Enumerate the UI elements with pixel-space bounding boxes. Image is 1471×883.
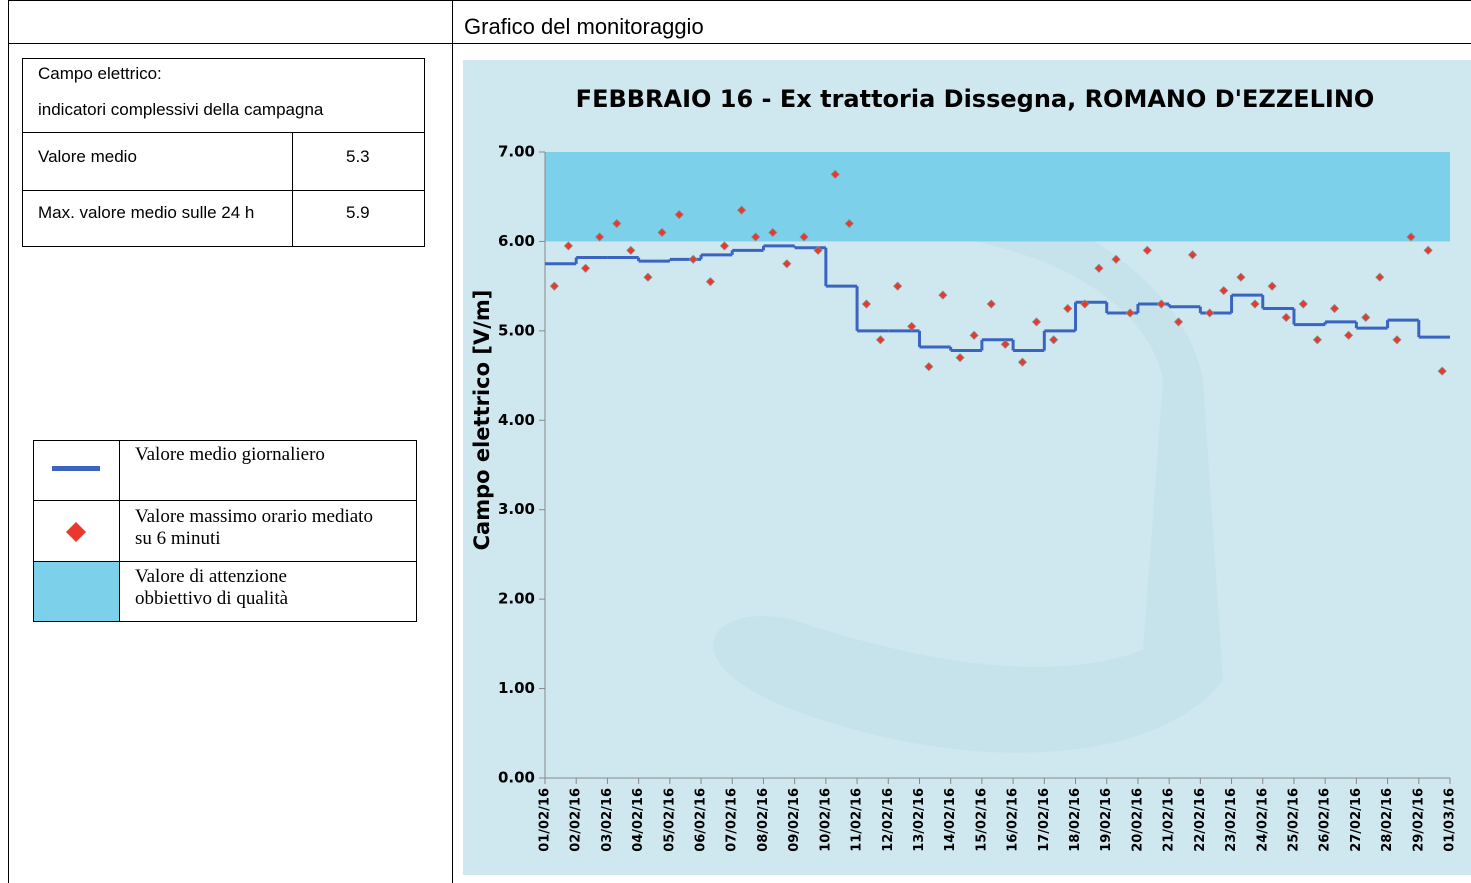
x-tick-label: 02/02/16 <box>569 788 584 852</box>
x-tick-label: 25/02/16 <box>1286 788 1301 852</box>
x-tick-label: 23/02/16 <box>1224 788 1239 852</box>
y-tick-label: 4.00 <box>498 411 535 429</box>
table-cell: Valore medio <box>38 147 137 167</box>
x-tick-label: 19/02/16 <box>1099 788 1114 852</box>
x-tick-label: 21/02/16 <box>1162 788 1177 852</box>
y-tick-label: 0.00 <box>498 769 535 787</box>
x-tick-label: 05/02/16 <box>662 788 677 852</box>
legend-line <box>33 440 417 441</box>
y-tick-label: 1.00 <box>498 679 535 697</box>
x-tick-label: 24/02/16 <box>1255 788 1270 852</box>
chart: FEBBRAIO 16 - Ex trattoria Dissegna, ROM… <box>463 60 1471 875</box>
y-tick-label: 7.00 <box>498 143 535 161</box>
legend-swatch <box>64 520 88 544</box>
x-tick-label: 16/02/16 <box>1006 788 1021 852</box>
table-subheading: indicatori complessivi della campagna <box>38 100 323 120</box>
legend-line <box>119 440 120 622</box>
x-tick-label: 29/02/16 <box>1411 788 1426 852</box>
section-title: Grafico del monitoraggio <box>464 14 704 40</box>
table-line <box>292 132 293 247</box>
legend-label: Valore di attenzione obbiettivo di quali… <box>135 566 335 610</box>
table-line <box>22 190 425 191</box>
legend-swatch <box>52 466 100 471</box>
x-tick-label: 04/02/16 <box>631 788 646 852</box>
legend-label: Valore massimo orario mediato su 6 minut… <box>135 506 375 550</box>
legend-line <box>416 440 417 622</box>
table-cell: 5.9 <box>346 203 370 223</box>
table-cell: 5.3 <box>346 147 370 167</box>
x-tick-label: 20/02/16 <box>1130 788 1145 852</box>
legend-diamond <box>66 522 86 542</box>
x-tick-label: 01/03/16 <box>1443 788 1458 852</box>
table-line <box>424 58 425 247</box>
x-tick-label: 09/02/16 <box>787 788 802 852</box>
x-tick-label: 01/02/16 <box>538 788 553 852</box>
page: Grafico del monitoraggio Campo elettrico… <box>0 0 1471 883</box>
x-tick-label: 15/02/16 <box>974 788 989 852</box>
x-tick-label: 11/02/16 <box>850 788 865 852</box>
table-line <box>22 58 425 59</box>
table-line <box>22 246 425 247</box>
legend-label: Valore medio giornaliero <box>135 444 405 466</box>
y-tick-label: 5.00 <box>498 321 535 339</box>
table-cell: Max. valore medio sulle 24 h <box>38 203 254 223</box>
x-tick-label: 03/02/16 <box>600 788 615 852</box>
x-tick-label: 18/02/16 <box>1068 788 1083 852</box>
x-tick-label: 06/02/16 <box>694 788 709 852</box>
x-tick-label: 12/02/16 <box>881 788 896 852</box>
x-tick-label: 26/02/16 <box>1318 788 1333 852</box>
x-tick-label: 17/02/16 <box>1037 788 1052 852</box>
y-tick-label: 3.00 <box>498 500 535 518</box>
attention-band <box>545 152 1450 241</box>
table-line <box>22 132 425 133</box>
y-tick-label: 2.00 <box>498 590 535 608</box>
table-line <box>22 58 23 247</box>
legend-swatch <box>34 562 119 621</box>
y-tick-label: 6.00 <box>498 232 535 250</box>
x-tick-label: 14/02/16 <box>943 788 958 852</box>
legend-line <box>33 500 417 501</box>
table-heading: Campo elettrico: <box>38 64 162 84</box>
frame-line <box>452 0 453 883</box>
chart-title: FEBBRAIO 16 - Ex trattoria Dissegna, ROM… <box>576 85 1375 113</box>
frame-line <box>8 0 1471 1</box>
x-tick-label: 08/02/16 <box>756 788 771 852</box>
x-tick-label: 13/02/16 <box>912 788 927 852</box>
legend-line <box>33 621 417 622</box>
y-axis-label: Campo elettrico [V/m] <box>470 290 494 551</box>
x-tick-label: 27/02/16 <box>1349 788 1364 852</box>
x-tick-label: 28/02/16 <box>1380 788 1395 852</box>
frame-line <box>8 0 9 883</box>
x-tick-label: 22/02/16 <box>1193 788 1208 852</box>
x-tick-label: 07/02/16 <box>725 788 740 852</box>
frame-line <box>8 43 1471 44</box>
x-tick-label: 10/02/16 <box>818 788 833 852</box>
